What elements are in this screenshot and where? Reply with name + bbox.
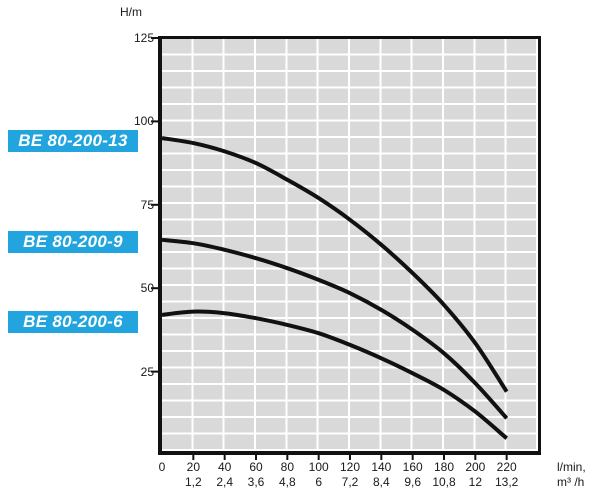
x-axis-unit-m3h: m³ /h — [557, 475, 585, 489]
x-tick-label-m3h: 6 — [315, 475, 322, 489]
x-tick-label-m3h: 10,8 — [432, 475, 456, 489]
x-tick-label-lmin: 220 — [496, 460, 517, 474]
x-tick-label-lmin: 20 — [186, 460, 200, 474]
x-tick-label-lmin: 60 — [249, 460, 263, 474]
x-tick-label-m3h: 3,6 — [247, 475, 265, 489]
x-axis-unit-lmin: l/min, — [557, 460, 586, 474]
series-label-be-80-200-6: BE 80-200-6 — [8, 311, 138, 333]
x-tick-label-m3h: 1,2 — [184, 475, 202, 489]
x-tick-label-lmin: 40 — [217, 460, 232, 474]
y-tick-label: 50 — [140, 281, 154, 296]
y-tick-label: 125 — [133, 31, 154, 45]
x-tick-label-m3h: 9,6 — [404, 475, 421, 489]
series-label-be-80-200-13: BE 80-200-13 — [8, 130, 138, 152]
x-tick-label-m3h: 8,4 — [372, 475, 390, 489]
plot-area — [158, 36, 541, 455]
x-tick-label-lmin: 80 — [280, 460, 294, 474]
x-tick-label-lmin: 100 — [308, 460, 329, 474]
y-axis-unit-label: H/m — [120, 5, 142, 19]
y-tick-label: 25 — [140, 364, 154, 379]
series-label-be-80-200-9: BE 80-200-9 — [8, 231, 138, 253]
x-tick-label-m3h: 2,4 — [216, 475, 233, 489]
y-tick-label: 75 — [140, 197, 154, 212]
x-tick-label-lmin: 180 — [433, 460, 455, 474]
x-tick-label-m3h: 13,2 — [494, 475, 519, 489]
x-tick-label-lmin: 160 — [402, 460, 423, 474]
x-tick-label-m3h: 12 — [468, 475, 482, 489]
x-tick-label-lmin: 120 — [339, 460, 361, 474]
x-tick-label-lmin: 200 — [465, 460, 486, 474]
x-tick-label-m3h: 4,8 — [278, 475, 296, 489]
x-tick-label-lmin: 140 — [371, 460, 392, 474]
x-tick-label-m3h: 7,2 — [341, 475, 359, 489]
x-tick-label-lmin: 0 — [158, 460, 166, 474]
y-tick-label: 100 — [133, 114, 154, 129]
